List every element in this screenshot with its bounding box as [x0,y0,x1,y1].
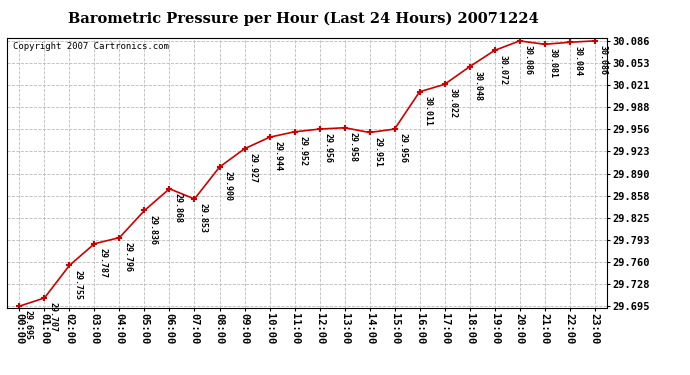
Text: 29.900: 29.900 [224,171,233,201]
Text: 30.081: 30.081 [549,48,558,78]
Text: 29.787: 29.787 [99,248,108,278]
Text: 30.086: 30.086 [599,45,608,75]
Text: 29.755: 29.755 [74,270,83,300]
Text: 29.927: 29.927 [248,153,257,183]
Text: 30.022: 30.022 [448,88,457,118]
Text: 29.952: 29.952 [299,136,308,166]
Text: 29.836: 29.836 [148,214,157,244]
Text: 29.956: 29.956 [324,133,333,163]
Text: Copyright 2007 Cartronics.com: Copyright 2007 Cartronics.com [13,42,169,51]
Text: 29.853: 29.853 [199,203,208,233]
Text: 29.944: 29.944 [274,141,283,171]
Text: 29.707: 29.707 [48,302,57,332]
Text: 30.072: 30.072 [499,54,508,84]
Text: 29.868: 29.868 [174,193,183,223]
Text: 29.956: 29.956 [399,133,408,163]
Text: 29.796: 29.796 [124,242,132,272]
Text: 29.695: 29.695 [23,310,32,340]
Text: 29.951: 29.951 [374,136,383,166]
Text: 30.084: 30.084 [574,46,583,76]
Text: 30.048: 30.048 [474,71,483,101]
Text: 30.011: 30.011 [424,96,433,126]
Text: 29.958: 29.958 [348,132,357,162]
Text: 30.086: 30.086 [524,45,533,75]
Text: Barometric Pressure per Hour (Last 24 Hours) 20071224: Barometric Pressure per Hour (Last 24 Ho… [68,11,539,26]
